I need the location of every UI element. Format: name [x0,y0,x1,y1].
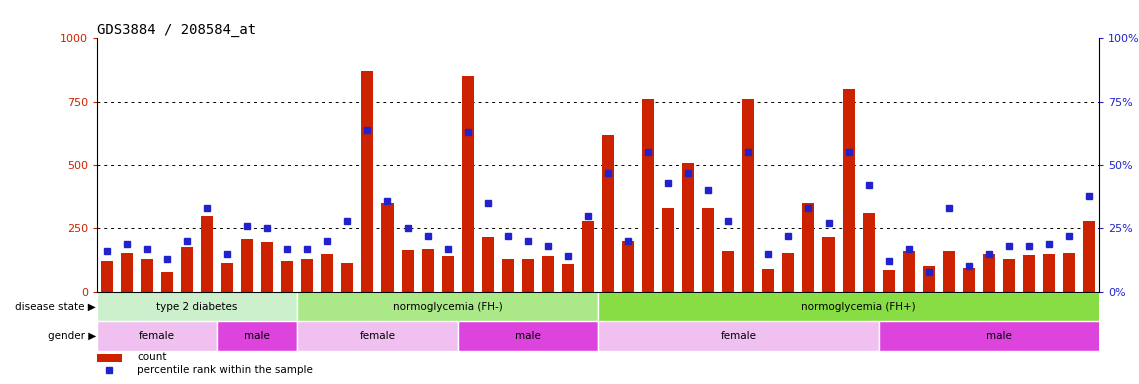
Bar [782,253,794,292]
Text: male: male [244,331,270,341]
Text: male: male [515,331,541,341]
Bar [261,242,273,292]
Bar [923,266,935,292]
Bar [321,254,334,292]
Bar [598,321,878,351]
Bar [361,71,374,292]
Text: GDS3884 / 208584_at: GDS3884 / 208584_at [97,23,256,37]
Bar [482,237,493,292]
Bar [883,270,894,292]
Bar [642,99,654,292]
Text: count: count [137,352,166,362]
Bar [962,268,975,292]
Text: male: male [986,331,1011,341]
Bar [97,321,218,351]
Text: normoglycemia (FH+): normoglycemia (FH+) [801,301,916,312]
Bar [598,292,1120,321]
Bar [943,251,954,292]
Bar [722,251,735,292]
Bar [743,99,754,292]
Bar [603,135,614,292]
Bar [458,321,598,351]
Bar [682,162,694,292]
Bar [442,257,453,292]
Text: percentile rank within the sample: percentile rank within the sample [137,365,313,375]
Bar [1083,221,1095,292]
Bar [421,249,434,292]
Text: type 2 diabetes: type 2 diabetes [156,301,238,312]
Bar [878,321,1120,351]
Bar [297,292,598,321]
Bar [762,269,775,292]
Bar [101,262,113,292]
Bar [843,89,854,292]
Bar [218,321,297,351]
Bar [542,257,554,292]
Bar [121,253,133,292]
Bar [983,254,994,292]
Text: gender ▶: gender ▶ [48,331,96,341]
Bar [281,262,293,292]
Bar [822,237,835,292]
Bar [221,263,233,292]
Bar [1043,254,1055,292]
Bar [903,251,915,292]
Bar [241,238,253,292]
Text: normoglycemia (FH-): normoglycemia (FH-) [393,301,502,312]
Bar [97,292,297,321]
Bar [402,250,413,292]
Bar [1003,259,1015,292]
Bar [803,203,814,292]
Bar [461,76,474,292]
Bar [662,208,674,292]
Bar [1063,253,1075,292]
Bar [1023,255,1035,292]
Bar [382,203,393,292]
Bar [297,321,458,351]
Bar [622,241,634,292]
Bar [161,271,173,292]
Bar [862,213,875,292]
Text: female: female [139,331,175,341]
Text: disease state ▶: disease state ▶ [15,301,96,312]
Bar [562,264,574,292]
Bar [181,248,192,292]
Text: female: female [720,331,756,341]
Bar [97,354,122,362]
Bar [522,259,534,292]
Text: female: female [360,331,395,341]
Bar [202,216,213,292]
Bar [703,208,714,292]
Bar [302,259,313,292]
Bar [502,259,514,292]
Bar [582,221,593,292]
Bar [141,259,153,292]
Bar [342,263,353,292]
